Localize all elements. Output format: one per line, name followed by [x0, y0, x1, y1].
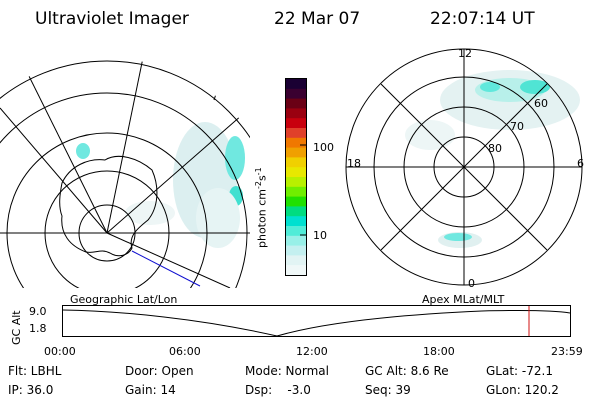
- colorbar-tick-10: 10: [313, 229, 327, 242]
- colorbar-segment: [286, 157, 306, 168]
- colorbar-unit-label: photon cm-2s-1: [254, 167, 269, 248]
- info-mode: Mode: Normal: [245, 364, 329, 378]
- mlt-label-12: 12: [458, 47, 472, 60]
- colorbar-segment: [286, 206, 306, 217]
- mlt-label-6: 6: [577, 157, 584, 170]
- xtick-1800: 18:00: [423, 345, 455, 358]
- info-door: Door: Open: [125, 364, 194, 378]
- info-gain: Gain: 14: [125, 383, 176, 397]
- info-dsp: Dsp: -3.0: [245, 383, 311, 397]
- mlat-label-80: 80: [488, 142, 502, 155]
- colorbar-segment: [286, 255, 306, 266]
- xtick-2359: 23:59: [551, 345, 583, 358]
- info-glat: GLat: -72.1: [486, 364, 553, 378]
- colorbar-segment: [286, 245, 306, 256]
- info-flt: Flt: LBHL: [8, 364, 62, 378]
- xtick-0600: 06:00: [169, 345, 201, 358]
- colorbar: [285, 78, 307, 276]
- colorbar-segment: [286, 128, 306, 139]
- antarctica-coastline: [59, 155, 158, 257]
- aurora-emission-left: [76, 122, 245, 248]
- colorbar-segment: [286, 235, 306, 247]
- time-label: 22:07:14 UT: [430, 9, 535, 29]
- colorbar-segment: [286, 98, 306, 109]
- colorbar-segment: [286, 88, 306, 100]
- colorbar-ramp: [286, 79, 306, 275]
- colorbar-segment: [286, 226, 306, 237]
- mlt-label-18: 18: [347, 157, 361, 170]
- aurora-emission-right: [405, 70, 580, 248]
- colorbar-segment: [286, 186, 306, 198]
- colorbar-segment: [286, 265, 306, 275]
- mlt-label-0: 0: [468, 277, 475, 290]
- altitude-ytick-1-8: 1.8: [29, 322, 47, 335]
- geographic-map: [0, 58, 250, 288]
- polar-plot: [345, 48, 583, 286]
- altitude-curve: [62, 309, 571, 337]
- colorbar-segment: [286, 167, 306, 178]
- xtick-1200: 12:00: [296, 345, 328, 358]
- colorbar-segment: [286, 79, 306, 90]
- colorbar-segment: [286, 137, 306, 149]
- mlat-label-60: 60: [534, 97, 548, 110]
- info-ip: IP: 36.0: [8, 383, 54, 397]
- mlat-label-70: 70: [510, 120, 524, 133]
- date-label: 22 Mar 07: [274, 9, 361, 29]
- colorbar-tick-100: 100: [313, 141, 334, 154]
- info-seq: Seq: 39: [365, 383, 411, 397]
- info-gc-alt: GC Alt: 8.6 Re: [365, 364, 449, 378]
- colorbar-segment: [286, 108, 306, 119]
- info-glon: GLon: 120.2: [486, 383, 559, 397]
- left-panel-caption: Geographic Lat/Lon: [70, 293, 178, 306]
- colorbar-segment: [286, 196, 306, 207]
- colorbar-segment: [286, 216, 306, 227]
- altitude-plot: [62, 305, 571, 337]
- right-panel-caption: Apex MLat/MLT: [422, 293, 505, 306]
- altitude-ylabel: GC Alt: [10, 310, 23, 345]
- colorbar-segment: [286, 177, 306, 188]
- instrument-title: Ultraviolet Imager: [35, 9, 189, 29]
- colorbar-segment: [286, 147, 306, 158]
- colorbar-segment: [286, 118, 306, 129]
- altitude-ytick-9: 9.0: [29, 305, 47, 318]
- xtick-0000: 00:00: [44, 345, 76, 358]
- ground-track: [131, 250, 201, 287]
